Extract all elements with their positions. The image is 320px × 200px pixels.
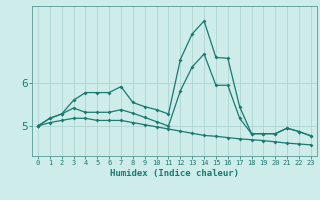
X-axis label: Humidex (Indice chaleur): Humidex (Indice chaleur): [110, 169, 239, 178]
